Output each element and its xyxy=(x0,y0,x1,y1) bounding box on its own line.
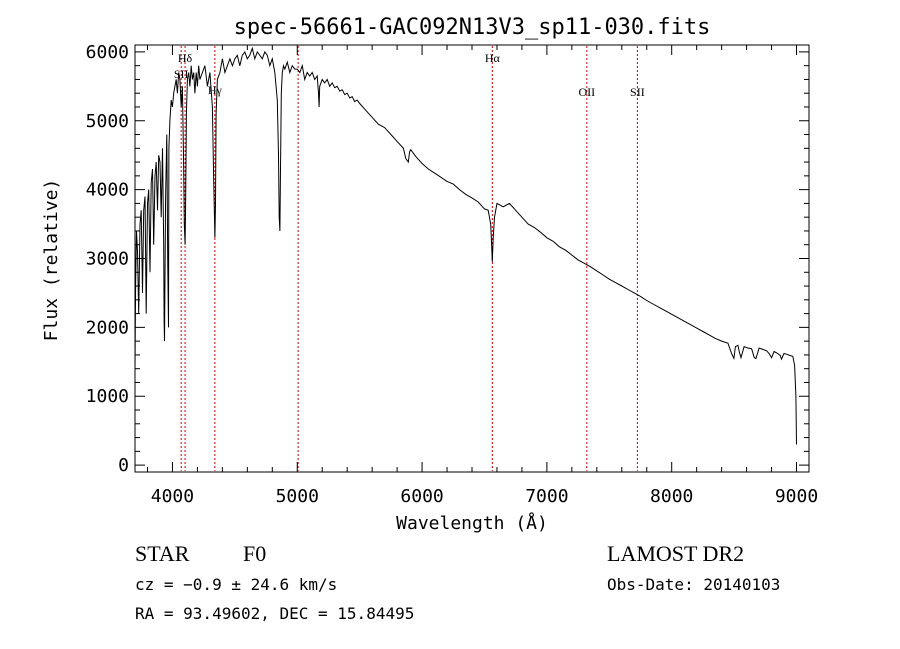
x-tick-label: 6000 xyxy=(400,486,443,507)
line-marker-label: Hδ xyxy=(178,51,193,65)
cz-value: cz = −0.9 ± 24.6 km/s xyxy=(135,575,337,594)
line-marker-label: Hα xyxy=(485,51,501,65)
object-subclass: F0 xyxy=(243,541,266,566)
x-tick-label: 4000 xyxy=(151,486,194,507)
plot-frame xyxy=(134,44,810,473)
chart-title: spec-56661-GAC092N13V3_sp11-030.fits xyxy=(234,15,711,40)
y-tick-label: 5000 xyxy=(86,111,129,132)
object-class: STAR xyxy=(135,541,190,566)
line-marker-label: SII xyxy=(630,85,645,99)
y-tick-label: 1000 xyxy=(86,386,129,407)
x-tick-label: 7000 xyxy=(525,486,568,507)
y-axis-label: Flux (relative) xyxy=(41,179,62,342)
y-tick-label: 4000 xyxy=(86,180,129,201)
survey-label: LAMOST DR2 xyxy=(607,541,744,566)
y-tick-label: 0 xyxy=(118,455,129,476)
axis-ticks xyxy=(135,45,809,472)
spectrum-line xyxy=(134,46,797,445)
x-tick-label: 8000 xyxy=(650,486,693,507)
ra-dec: RA = 93.49602, DEC = 15.84495 xyxy=(135,604,414,623)
line-marker-label: Hγ xyxy=(208,83,223,97)
line-marker-label: OII xyxy=(578,85,595,99)
y-tick-labels: 0 1000 2000 3000 4000 5000 6000 xyxy=(86,42,129,476)
x-axis-label: Wavelength (Å) xyxy=(396,512,548,534)
y-tick-label: 2000 xyxy=(86,317,129,338)
emission-line-labels: Hδ SII Hγ Hα OII SII xyxy=(174,51,645,99)
x-tick-labels: 4000 5000 6000 7000 8000 9000 xyxy=(151,486,818,507)
y-tick-label: 3000 xyxy=(86,249,129,270)
x-tick-label: 5000 xyxy=(276,486,319,507)
line-marker-label: SII xyxy=(174,67,189,81)
obs-date: Obs-Date: 20140103 xyxy=(607,575,780,594)
y-tick-label: 6000 xyxy=(86,42,129,63)
x-tick-label: 9000 xyxy=(775,486,818,507)
emission-line-markers xyxy=(180,46,638,471)
